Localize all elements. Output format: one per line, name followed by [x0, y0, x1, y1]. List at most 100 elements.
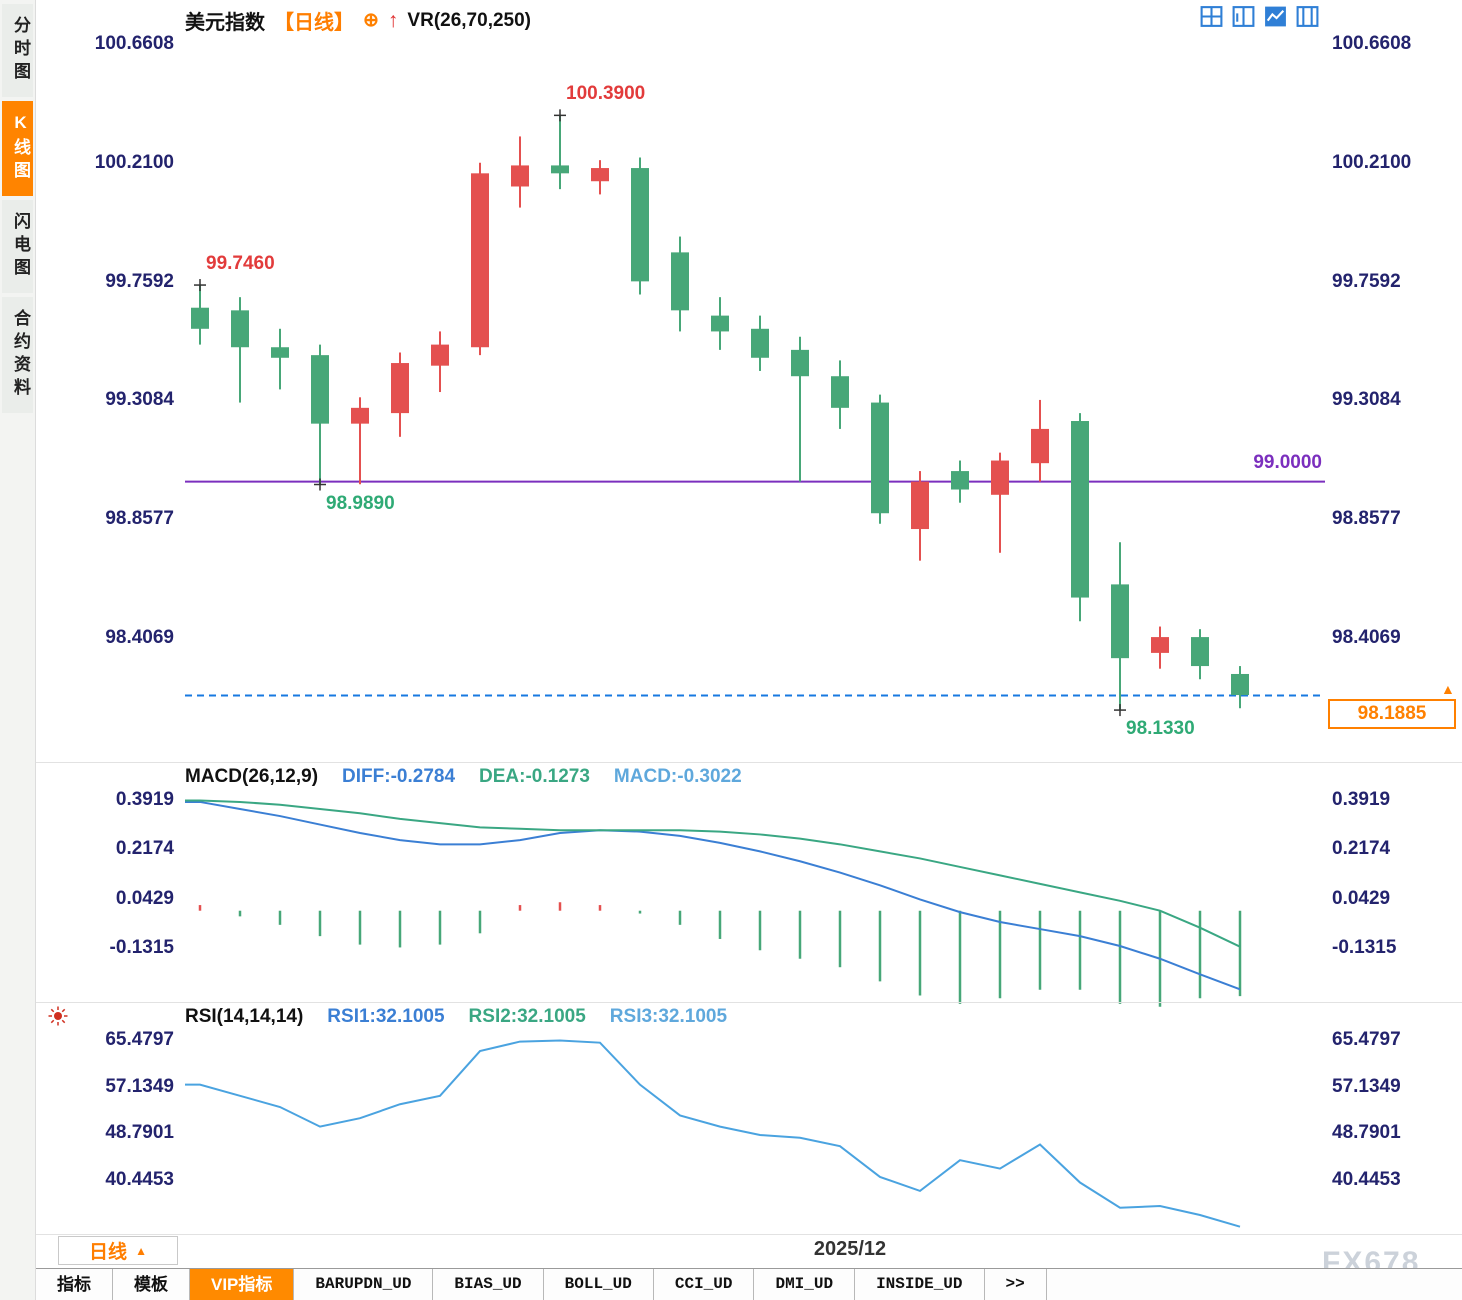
candle-body: [1231, 673, 1249, 696]
candle-body: [991, 460, 1009, 495]
period-tag[interactable]: 【日线】: [274, 12, 354, 34]
sun-icon-ray: [61, 1019, 66, 1024]
sun-icon-ray: [61, 1008, 66, 1013]
y-axis-tick: 100.6608: [94, 33, 174, 54]
layout-split-icon[interactable]: [1231, 4, 1256, 29]
candle-body: [1151, 637, 1169, 653]
y-axis-tick: 40.4453: [1332, 1169, 1401, 1191]
y-axis-tick: 98.4069: [105, 626, 174, 648]
y-axis-tick: 65.4797: [105, 1029, 174, 1050]
sun-icon-ray: [50, 1008, 55, 1013]
tab-inside[interactable]: INSIDE_UD: [855, 1269, 985, 1300]
symbol-title: 美元指数: [185, 12, 265, 34]
y-axis-tick: 65.4797: [1332, 1029, 1401, 1050]
indicator-value: RSI1:32.1005: [327, 1006, 445, 1027]
y-axis-tick: 0.0429: [115, 887, 174, 909]
candle-body: [751, 328, 769, 358]
y-axis-tick: 57.1349: [105, 1075, 174, 1097]
indicator-value: RSI3:32.1005: [609, 1006, 728, 1027]
y-axis-tick: 100.2100: [94, 151, 174, 173]
candle-body: [311, 355, 329, 424]
vr-indicator-label: VR(26,70,250): [407, 9, 531, 31]
layout-columns-icon[interactable]: [1295, 4, 1320, 29]
candle-body: [631, 168, 649, 282]
tab-bias[interactable]: BIAS_UD: [433, 1269, 544, 1300]
candle-body: [391, 363, 409, 414]
candle-body: [511, 165, 529, 187]
candle-body: [711, 315, 729, 332]
y-axis-tick: 99.7592: [1332, 270, 1401, 292]
macd-dea-line: [185, 799, 1241, 948]
panel-divider: [36, 1234, 1462, 1235]
x-axis-date-label: 2025/12: [813, 1238, 887, 1260]
sun-icon-ray: [50, 1019, 55, 1024]
chevron-up-icon: ▲: [135, 1243, 147, 1258]
layout-grid-icon[interactable]: [1199, 4, 1224, 29]
tab-vip-indicators[interactable]: VIP指标: [190, 1269, 295, 1300]
sidebar-tab-contract-info[interactable]: 合约资料: [2, 297, 33, 413]
indicator-header: RSI(14,14,14) RSI1:32.1005 RSI2:32.1005 RSI…: [185, 1006, 727, 1028]
candle-body: [831, 376, 849, 408]
chart-title-bar: 美元指数 【日线】 ⊕ ↑ VR(26,70,250): [185, 6, 531, 35]
y-axis-tick: 57.1349: [1332, 1075, 1401, 1097]
y-axis-tick: 100.6608: [1332, 33, 1412, 54]
up-trend-arrow-icon: ↑: [387, 8, 399, 32]
y-axis-tick: 48.7901: [105, 1122, 174, 1144]
layout-chart-active-icon[interactable]: [1263, 4, 1288, 29]
candle-body: [1191, 637, 1209, 667]
indicator-title: RSI(14,14,14): [185, 1006, 304, 1027]
candle-body: [231, 310, 249, 348]
tab-barupdn[interactable]: BARUPDN_UD: [294, 1269, 434, 1300]
y-axis-tick: 0.3919: [115, 789, 174, 810]
candle-body: [791, 349, 809, 377]
y-axis-tick: 0.2174: [1332, 838, 1391, 860]
y-axis-tick: 99.3084: [105, 389, 174, 411]
tab-indicators[interactable]: 指标: [36, 1269, 113, 1300]
sidebar-tab-time-chart[interactable]: 分时图: [2, 4, 33, 97]
candle-body: [1071, 421, 1089, 598]
candle-body: [431, 344, 449, 366]
y-axis-tick: 48.7901: [1332, 1122, 1401, 1144]
sidebar-tab-kline-chart[interactable]: K线图: [2, 101, 33, 196]
sidebar-tab-flash-chart[interactable]: 闪电图: [2, 200, 33, 293]
tab-templates[interactable]: 模板: [113, 1269, 190, 1300]
panel-divider: [36, 762, 1462, 763]
layout-toolbar: [1199, 4, 1320, 29]
y-axis-tick: -0.1315: [1332, 936, 1397, 958]
indicator-value: DEA:-0.1273: [479, 766, 590, 787]
y-axis-tick: 98.8577: [1332, 508, 1401, 530]
scroll-up-arrow-icon[interactable]: ▲: [1441, 681, 1455, 697]
rsi-line: [185, 1039, 1241, 1228]
period-selector-label: 日线: [89, 1242, 128, 1263]
y-axis-tick: 100.2100: [1332, 151, 1412, 173]
y-axis-tick: 0.0429: [1332, 887, 1391, 909]
tab-boll[interactable]: BOLL_UD: [544, 1269, 654, 1300]
panel-divider: [36, 1002, 1462, 1003]
candle-body: [191, 307, 209, 329]
y-axis-tick: 99.3084: [1332, 389, 1401, 411]
indicator-value: RSI2:32.1005: [468, 1006, 586, 1027]
candle-body: [471, 173, 489, 348]
indicator-value: DIFF:-0.2784: [342, 766, 456, 787]
indicator-header: MACD(26,12,9) DIFF:-0.2784 DEA:-0.1273 MACD…: [185, 766, 742, 788]
support-price-label: 99.0000: [1253, 452, 1322, 473]
candle-body: [271, 347, 289, 358]
y-axis-tick: 40.4453: [105, 1169, 174, 1191]
period-selector[interactable]: 日线 ▲: [58, 1236, 178, 1265]
y-axis-tick: 0.2174: [115, 838, 174, 860]
candle-body: [351, 407, 369, 424]
add-indicator-icon[interactable]: ⊕: [363, 10, 379, 31]
candle-body: [1111, 584, 1129, 659]
candle-body: [551, 165, 569, 174]
y-axis-tick: 99.7592: [105, 270, 174, 292]
sidebar: 分时图 K线图闪电图合约资料: [0, 0, 36, 1300]
candle-body: [591, 168, 609, 182]
tab-dmi[interactable]: DMI_UD: [754, 1269, 856, 1300]
tab-more[interactable]: >>: [985, 1269, 1047, 1300]
candle-body: [671, 252, 689, 311]
current-price-badge: 98.1885: [1328, 699, 1456, 730]
tab-cci[interactable]: CCI_UD: [654, 1269, 755, 1300]
y-axis-tick: -0.1315: [109, 936, 174, 958]
